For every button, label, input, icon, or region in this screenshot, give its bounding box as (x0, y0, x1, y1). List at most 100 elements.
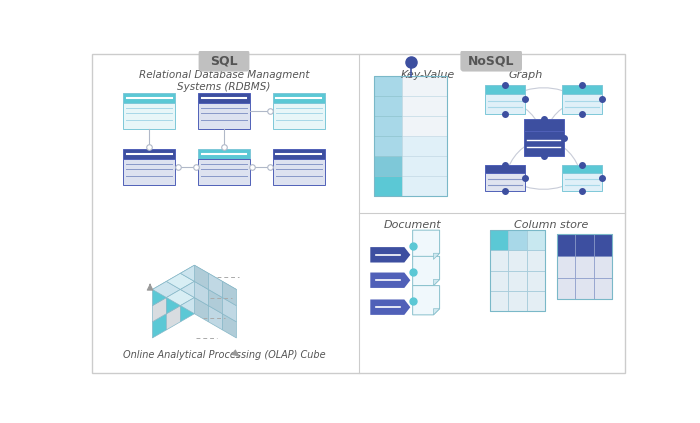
Polygon shape (413, 286, 440, 315)
Bar (490, 250, 508, 271)
Bar (485, 173, 525, 191)
Polygon shape (195, 297, 209, 322)
Polygon shape (195, 281, 209, 306)
Bar (402, 76, 447, 96)
Bar (490, 271, 508, 291)
Polygon shape (181, 281, 209, 297)
Bar (272, 159, 325, 185)
Polygon shape (167, 273, 195, 289)
Polygon shape (195, 265, 209, 289)
Bar (402, 176, 447, 195)
Text: Graph: Graph (509, 70, 543, 80)
FancyBboxPatch shape (461, 50, 522, 71)
Polygon shape (370, 299, 410, 315)
Bar (508, 230, 526, 250)
Bar (575, 256, 594, 277)
Bar (594, 256, 612, 277)
Polygon shape (181, 281, 195, 306)
Bar (524, 119, 564, 131)
Bar (524, 131, 564, 156)
Bar (485, 165, 525, 173)
Bar (123, 93, 176, 103)
Polygon shape (167, 289, 181, 314)
Bar (272, 93, 325, 103)
Polygon shape (153, 281, 181, 297)
Bar (508, 291, 526, 311)
Polygon shape (223, 297, 237, 322)
Polygon shape (370, 247, 410, 263)
Bar (198, 159, 250, 185)
Polygon shape (413, 256, 440, 286)
Bar (123, 149, 176, 159)
Polygon shape (167, 273, 181, 297)
Bar (556, 234, 575, 256)
Bar (198, 93, 250, 103)
Bar (402, 96, 447, 116)
Polygon shape (167, 306, 181, 330)
Polygon shape (181, 265, 195, 289)
Polygon shape (433, 309, 440, 315)
FancyBboxPatch shape (199, 50, 249, 71)
Bar (402, 116, 447, 136)
Bar (526, 250, 545, 271)
Polygon shape (413, 230, 440, 259)
Bar (485, 94, 525, 114)
Bar (490, 230, 545, 311)
Bar (575, 277, 594, 299)
Polygon shape (181, 297, 209, 314)
Text: Relational Database Managment
Systems (RDBMS): Relational Database Managment Systems (R… (139, 70, 309, 92)
Polygon shape (153, 314, 167, 338)
Bar (198, 103, 250, 129)
Bar (556, 277, 575, 299)
Polygon shape (209, 281, 237, 297)
Bar (402, 136, 447, 156)
Text: Document: Document (384, 220, 442, 230)
Polygon shape (195, 289, 223, 306)
Bar (490, 230, 508, 250)
Bar (490, 291, 508, 311)
Bar (562, 94, 602, 114)
Bar (374, 156, 402, 176)
Polygon shape (223, 281, 237, 306)
Bar (594, 234, 612, 256)
Bar (272, 149, 325, 159)
Text: Online Analytical Processing (OLAP) Cube: Online Analytical Processing (OLAP) Cube (122, 350, 326, 360)
Polygon shape (433, 253, 440, 259)
Bar (374, 76, 402, 96)
Bar (374, 96, 402, 116)
Bar (198, 149, 250, 159)
Polygon shape (181, 265, 209, 281)
Text: NoSQL: NoSQL (468, 54, 514, 67)
Bar (374, 116, 402, 136)
Polygon shape (433, 280, 440, 286)
Polygon shape (195, 273, 223, 289)
Bar (562, 165, 602, 173)
Polygon shape (181, 297, 195, 322)
Polygon shape (223, 314, 237, 338)
Polygon shape (153, 281, 167, 306)
Polygon shape (153, 297, 167, 322)
Bar (374, 76, 447, 195)
Bar (402, 156, 447, 176)
Bar (556, 234, 612, 299)
Polygon shape (209, 306, 223, 330)
Bar (562, 85, 602, 94)
Bar (272, 103, 325, 129)
Bar (374, 136, 402, 156)
Bar (508, 250, 526, 271)
Bar (526, 271, 545, 291)
Bar (123, 103, 176, 129)
Polygon shape (209, 289, 223, 314)
Bar (575, 234, 594, 256)
Bar (594, 277, 612, 299)
Bar (508, 271, 526, 291)
Text: Key-Value: Key-Value (401, 70, 456, 80)
Bar (556, 256, 575, 277)
Text: Column store: Column store (514, 220, 589, 230)
Bar (374, 176, 402, 195)
Bar (526, 230, 545, 250)
Bar (485, 85, 525, 94)
Text: SQL: SQL (210, 54, 238, 67)
Bar (123, 159, 176, 185)
Bar (562, 173, 602, 191)
